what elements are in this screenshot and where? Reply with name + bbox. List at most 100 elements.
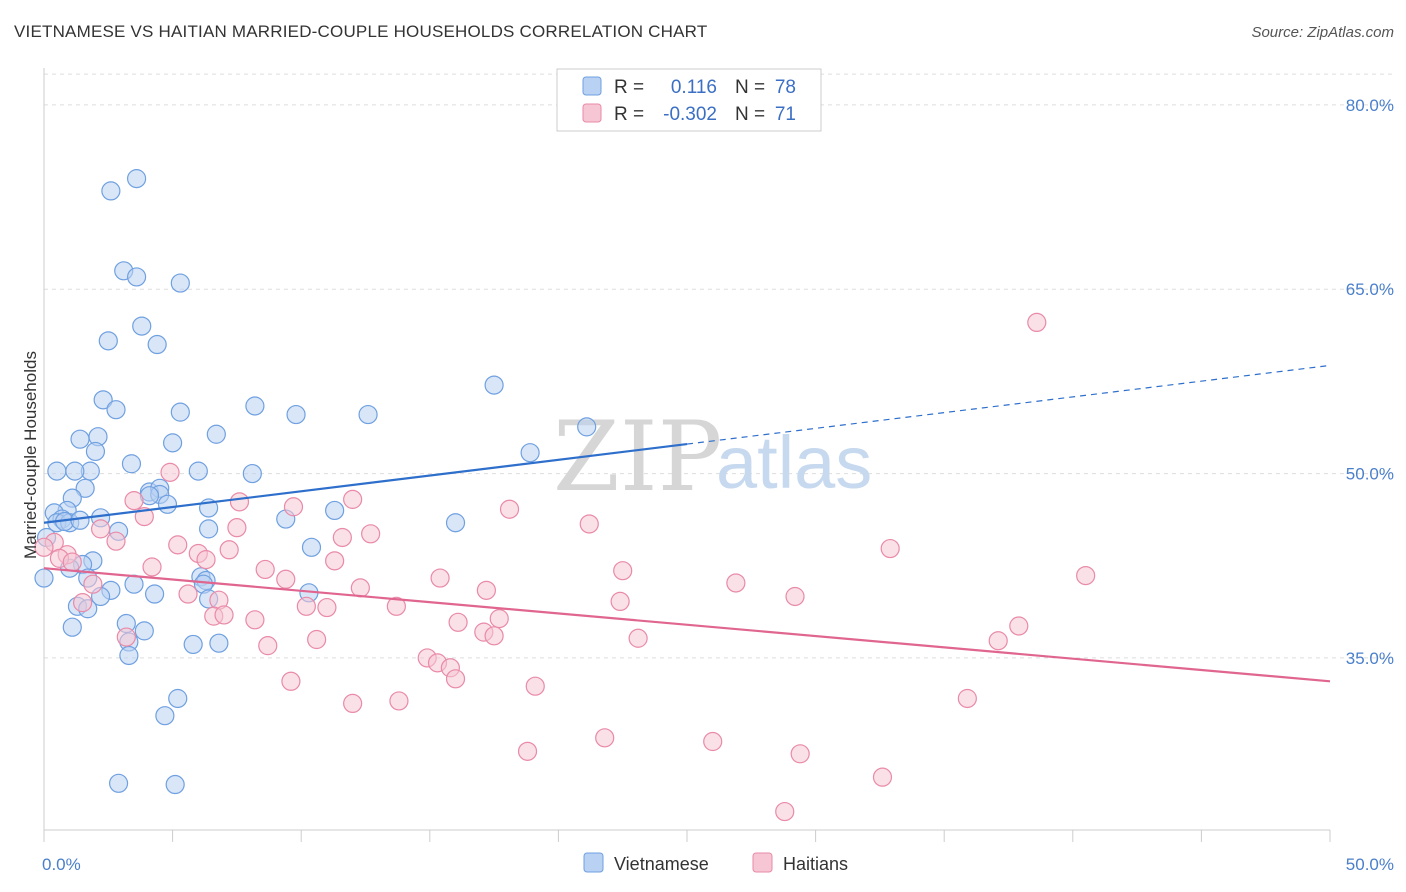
y-tick-label-2: 65.0% bbox=[1346, 280, 1394, 299]
point-1-43 bbox=[214, 605, 234, 625]
point-0-75 bbox=[70, 510, 90, 530]
point-1-39 bbox=[296, 596, 316, 616]
point-1-47 bbox=[1009, 616, 1029, 636]
trend-lines bbox=[43, 364, 1331, 683]
bottom-legend-vietnamese: Vietnamese bbox=[614, 854, 709, 874]
point-1-36 bbox=[610, 591, 630, 612]
point-1-27 bbox=[1076, 565, 1096, 586]
legend-r-label-1: R = bbox=[614, 77, 644, 98]
point-1-70 bbox=[34, 537, 54, 557]
point-1-12 bbox=[332, 527, 352, 548]
point-0-10 bbox=[106, 400, 126, 420]
point-1-10 bbox=[90, 519, 111, 539]
point-1-41 bbox=[386, 596, 406, 616]
point-1-32 bbox=[350, 578, 370, 598]
trend-line-0 bbox=[43, 442, 688, 524]
point-1-54 bbox=[258, 636, 278, 656]
point-0-19 bbox=[163, 433, 183, 453]
point-1-46 bbox=[448, 612, 468, 632]
point-1-23 bbox=[325, 551, 345, 571]
point-0-68 bbox=[209, 633, 229, 653]
trend-line-dashed-0 bbox=[686, 364, 1331, 445]
point-0-7 bbox=[147, 334, 167, 355]
point-0-26 bbox=[188, 461, 208, 481]
point-1-63 bbox=[957, 688, 977, 709]
point-1-22 bbox=[62, 552, 82, 572]
point-1-40 bbox=[317, 597, 337, 618]
legend-n-label-1: N = bbox=[735, 77, 765, 98]
point-0-65 bbox=[134, 621, 154, 641]
legend-r-value-2: -0.302 bbox=[663, 104, 717, 125]
point-0-18 bbox=[206, 424, 226, 444]
point-1-68 bbox=[872, 767, 893, 787]
point-0-37 bbox=[325, 500, 345, 521]
point-0-23 bbox=[47, 461, 67, 481]
legend-r-value-1: 0.116 bbox=[671, 77, 717, 98]
point-1-16 bbox=[219, 540, 239, 560]
point-1-26 bbox=[613, 561, 633, 581]
point-1-51 bbox=[307, 629, 327, 650]
point-1-50 bbox=[116, 627, 136, 647]
grid-lines bbox=[44, 73, 1395, 659]
point-1-15 bbox=[168, 535, 188, 555]
chart-title: VIETNAMESE VS HAITIAN MARRIED-COUPLE HOU… bbox=[14, 22, 708, 41]
point-1-60 bbox=[525, 676, 545, 696]
watermark: ZIP atlas bbox=[553, 401, 872, 513]
point-1-9 bbox=[227, 518, 247, 538]
legend-swatch-haitians bbox=[582, 103, 602, 123]
y-axis-label: Married-couple Households bbox=[21, 351, 40, 559]
legend-n-label-2: N = bbox=[735, 104, 765, 125]
legend-n-value-2: 71 bbox=[775, 104, 796, 125]
point-0-0 bbox=[126, 169, 147, 189]
point-1-33 bbox=[476, 580, 496, 600]
point-1-59 bbox=[281, 671, 301, 691]
point-1-30 bbox=[726, 573, 746, 593]
point-0-5 bbox=[132, 316, 152, 336]
legend: R = 0.116 N = 78 R = -0.302 N = 71 bbox=[556, 68, 822, 132]
point-0-71 bbox=[155, 706, 175, 726]
point-0-57 bbox=[144, 584, 165, 604]
point-1-17 bbox=[880, 538, 900, 559]
point-1-38 bbox=[72, 593, 93, 613]
point-1-8 bbox=[579, 514, 599, 534]
point-1-35 bbox=[178, 584, 198, 604]
point-1-3 bbox=[229, 492, 250, 512]
y-tick-label-3: 80.0% bbox=[1346, 96, 1394, 115]
point-1-6 bbox=[499, 499, 520, 519]
point-0-14 bbox=[358, 404, 378, 425]
point-0-4 bbox=[170, 273, 190, 293]
legend-swatch-vietnamese bbox=[582, 76, 602, 96]
bottom-legend-swatch-vietnamese bbox=[583, 852, 604, 873]
watermark-atlas: atlas bbox=[716, 421, 872, 504]
bottom-legend-swatch-haitians bbox=[752, 852, 773, 873]
point-1-69 bbox=[775, 801, 795, 822]
point-0-12 bbox=[170, 402, 190, 422]
point-0-9 bbox=[93, 390, 113, 410]
point-1-66 bbox=[790, 744, 810, 764]
x-tick-label-0: 0.0% bbox=[42, 855, 81, 874]
point-0-55 bbox=[124, 574, 144, 594]
y-tick-labels: 35.0% 50.0% 65.0% 80.0% bbox=[1346, 96, 1394, 668]
point-1-11 bbox=[361, 524, 381, 544]
point-0-73 bbox=[165, 774, 185, 795]
point-0-20 bbox=[85, 441, 106, 462]
point-0-22 bbox=[121, 454, 142, 474]
point-1-4 bbox=[343, 489, 363, 509]
point-1-52 bbox=[628, 628, 648, 648]
point-1-49 bbox=[484, 626, 504, 646]
point-0-8 bbox=[484, 375, 504, 395]
point-1-25 bbox=[255, 559, 275, 580]
point-1-62 bbox=[389, 691, 409, 711]
point-0-21 bbox=[520, 443, 540, 463]
point-1-24 bbox=[142, 557, 162, 577]
point-0-17 bbox=[70, 429, 90, 449]
point-0-32 bbox=[157, 494, 178, 514]
y-tick-label-1: 50.0% bbox=[1346, 465, 1394, 484]
point-0-42 bbox=[445, 513, 466, 533]
point-0-46 bbox=[301, 537, 322, 557]
point-1-64 bbox=[595, 728, 615, 748]
data-points bbox=[34, 169, 1096, 822]
point-0-51 bbox=[34, 568, 54, 588]
source-label: Source: ZipAtlas.com bbox=[1251, 24, 1394, 41]
